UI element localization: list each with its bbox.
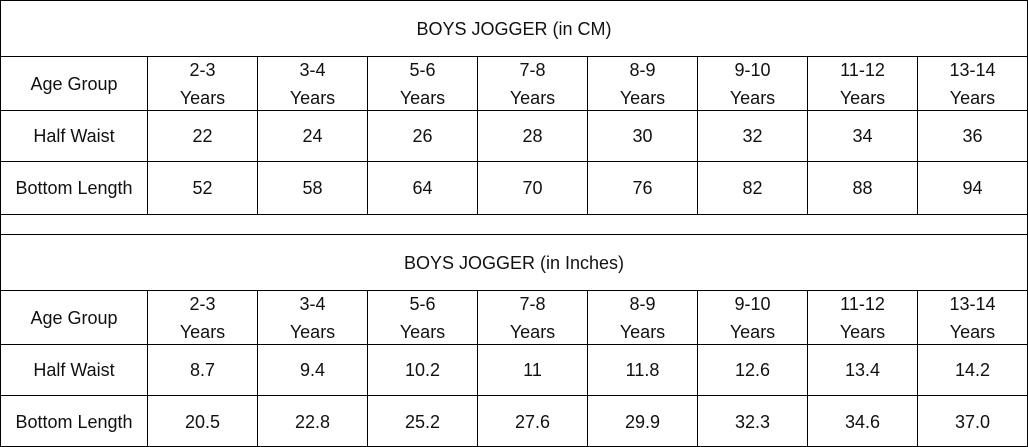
measure-cell: 26 <box>368 111 478 162</box>
measure-cell: 11 <box>478 345 588 396</box>
measure-label: Bottom Length <box>1 162 148 215</box>
measure-cell: 25.2 <box>368 396 478 446</box>
measure-cell: 34.6 <box>808 396 918 446</box>
measure-cell: 32.3 <box>698 396 808 446</box>
measure-cell: 28 <box>478 111 588 162</box>
measure-cell: 22.8 <box>258 396 368 446</box>
measure-cell: 11.8 <box>588 345 698 396</box>
spacer-row <box>1 215 1027 235</box>
header-cell: 7-8 Years <box>478 57 588 111</box>
measure-cell: 36 <box>918 111 1027 162</box>
header-label: Age Group <box>1 57 148 111</box>
measure-cell: 22 <box>148 111 258 162</box>
measure-cell: 29.9 <box>588 396 698 446</box>
measure-cell: 27.6 <box>478 396 588 446</box>
header-cell: 8-9 Years <box>588 57 698 111</box>
measure-cell: 20.5 <box>148 396 258 446</box>
measure-cell: 70 <box>478 162 588 215</box>
header-cell: 13-14 Years <box>918 57 1027 111</box>
measure-cell: 30 <box>588 111 698 162</box>
measure-cell: 52 <box>148 162 258 215</box>
measure-cell: 9.4 <box>258 345 368 396</box>
header-cell: 5-6 Years <box>368 291 478 345</box>
measure-cell: 13.4 <box>808 345 918 396</box>
header-cell: 8-9 Years <box>588 291 698 345</box>
measure-cell: 10.2 <box>368 345 478 396</box>
header-cell: 2-3 Years <box>148 57 258 111</box>
measure-cell: 58 <box>258 162 368 215</box>
header-cell: 5-6 Years <box>368 57 478 111</box>
header-cell: 3-4 Years <box>258 57 368 111</box>
measure-cell: 94 <box>918 162 1027 215</box>
measure-cell: 76 <box>588 162 698 215</box>
header-label: Age Group <box>1 291 148 345</box>
measure-cell: 37.0 <box>918 396 1027 446</box>
header-cell: 9-10 Years <box>698 291 808 345</box>
table-title: BOYS JOGGER (in Inches) <box>1 235 1027 291</box>
measure-label: Half Waist <box>1 111 148 162</box>
measure-cell: 32 <box>698 111 808 162</box>
table-title: BOYS JOGGER (in CM) <box>1 1 1027 57</box>
measure-cell: 34 <box>808 111 918 162</box>
measure-cell: 12.6 <box>698 345 808 396</box>
measure-cell: 8.7 <box>148 345 258 396</box>
header-cell: 3-4 Years <box>258 291 368 345</box>
measure-cell: 64 <box>368 162 478 215</box>
header-cell: 13-14 Years <box>918 291 1027 345</box>
header-cell: 11-12 Years <box>808 57 918 111</box>
header-cell: 9-10 Years <box>698 57 808 111</box>
measure-cell: 82 <box>698 162 808 215</box>
measure-cell: 14.2 <box>918 345 1027 396</box>
header-cell: 11-12 Years <box>808 291 918 345</box>
header-cell: 2-3 Years <box>148 291 258 345</box>
measure-label: Bottom Length <box>1 396 148 446</box>
measure-cell: 88 <box>808 162 918 215</box>
header-cell: 7-8 Years <box>478 291 588 345</box>
measure-cell: 24 <box>258 111 368 162</box>
measure-label: Half Waist <box>1 345 148 396</box>
